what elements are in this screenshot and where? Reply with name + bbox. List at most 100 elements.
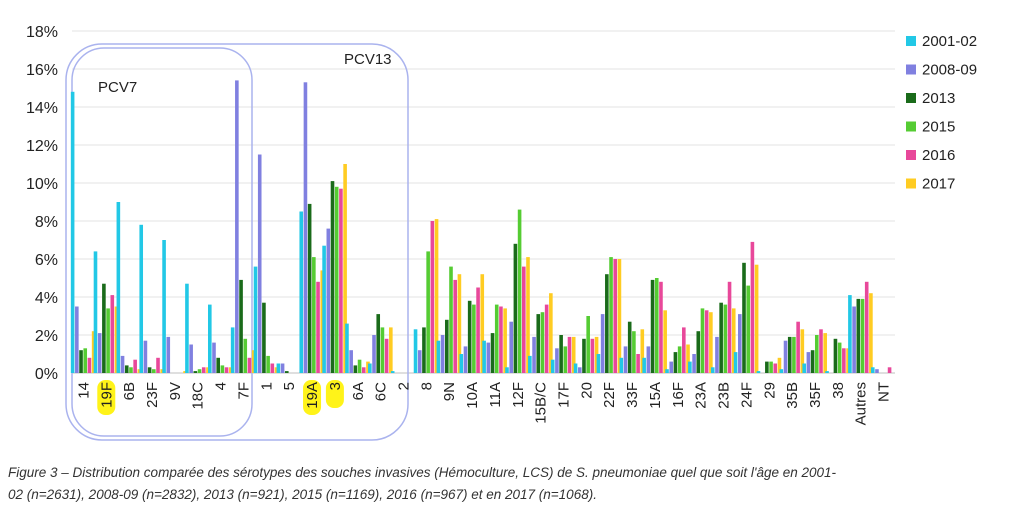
bar <box>636 354 640 373</box>
bar <box>345 323 349 373</box>
legend-label: 2017 <box>922 176 955 193</box>
bar <box>243 338 248 373</box>
x-tick-label: 12F <box>510 382 527 408</box>
bar <box>207 304 212 373</box>
bar <box>139 224 144 373</box>
y-tick-label: 6% <box>35 252 58 269</box>
bar <box>709 312 713 373</box>
bar <box>619 357 624 373</box>
bar <box>334 186 339 373</box>
bar <box>197 369 202 373</box>
bar <box>224 367 229 373</box>
bar <box>590 338 595 373</box>
bar <box>436 340 441 373</box>
bar <box>116 202 121 373</box>
bar <box>605 274 609 373</box>
pcv7-group-label: PCV7 <box>98 79 137 96</box>
bar <box>120 355 125 373</box>
bar <box>486 342 491 373</box>
bar <box>823 333 827 373</box>
bar <box>307 203 312 373</box>
pcv13-group-box <box>65 43 409 441</box>
y-tick-label: 8% <box>35 214 58 231</box>
bar <box>303 82 308 374</box>
bar <box>266 355 270 373</box>
highlight-mark <box>325 380 344 408</box>
bar <box>322 245 326 373</box>
bar <box>430 221 435 373</box>
bar <box>83 348 88 373</box>
bar <box>559 335 563 373</box>
bar <box>765 361 769 373</box>
bar <box>577 367 582 373</box>
bar <box>700 308 705 373</box>
legend-label: 2016 <box>922 147 955 164</box>
bar <box>482 340 486 373</box>
bar <box>787 336 792 373</box>
x-tick-label: 23B <box>716 382 733 409</box>
bar <box>544 304 549 373</box>
bar <box>563 346 568 373</box>
bar <box>472 304 476 373</box>
bar <box>688 361 692 373</box>
bar <box>715 336 719 373</box>
bar <box>75 306 79 373</box>
bar <box>70 91 75 374</box>
x-tick-label: Autres <box>853 382 870 425</box>
bar <box>686 344 690 373</box>
x-tick-label: 38 <box>830 382 847 399</box>
bar <box>870 367 875 373</box>
bar <box>494 304 499 373</box>
bar <box>837 342 842 373</box>
bar <box>143 340 148 373</box>
bar <box>312 257 316 373</box>
bar <box>769 361 773 373</box>
bar <box>106 308 110 373</box>
bar <box>376 314 381 373</box>
x-tick-label: 23A <box>693 382 710 409</box>
bar <box>147 367 152 373</box>
bar <box>343 164 347 373</box>
bar <box>582 338 586 373</box>
bar <box>505 367 509 373</box>
bar <box>93 251 98 373</box>
bar <box>467 300 472 373</box>
bar <box>536 314 541 373</box>
y-tick-label: 16% <box>26 62 58 79</box>
bar <box>513 243 518 373</box>
bar <box>251 350 256 373</box>
bar <box>550 359 555 373</box>
bar <box>270 363 275 373</box>
x-tick-label: 23F <box>144 382 161 408</box>
bar <box>646 346 651 373</box>
x-tick-label: 4 <box>213 382 230 390</box>
bar <box>756 371 761 373</box>
bar <box>357 359 362 373</box>
bar <box>133 359 137 373</box>
bar <box>509 321 513 373</box>
bar <box>372 335 376 373</box>
bar <box>434 219 439 373</box>
bar <box>792 336 796 373</box>
bar <box>262 302 266 373</box>
legend-swatch <box>906 64 916 75</box>
bar <box>239 279 243 373</box>
x-axis-ticks: 14 19F 6B 23F 9V 18C 4 7F 1 5 19A 3 6A 6C 2 8 9N 10A 11A 12… <box>75 382 892 426</box>
caption-line-1: Figure 3 – Distribution comparée des sér… <box>8 465 837 480</box>
y-tick-label: 0% <box>35 366 58 383</box>
bar <box>856 298 861 373</box>
bar <box>596 354 601 373</box>
bar <box>540 312 545 373</box>
highlight-mark <box>303 380 322 415</box>
bar <box>650 279 655 373</box>
bar <box>339 188 343 373</box>
bar <box>779 369 784 373</box>
bar <box>800 329 805 373</box>
bar <box>750 241 755 373</box>
bar <box>390 371 395 373</box>
bar <box>230 327 235 373</box>
bar <box>627 321 632 373</box>
bar <box>692 354 696 373</box>
bar <box>417 350 422 373</box>
bar <box>623 346 628 373</box>
